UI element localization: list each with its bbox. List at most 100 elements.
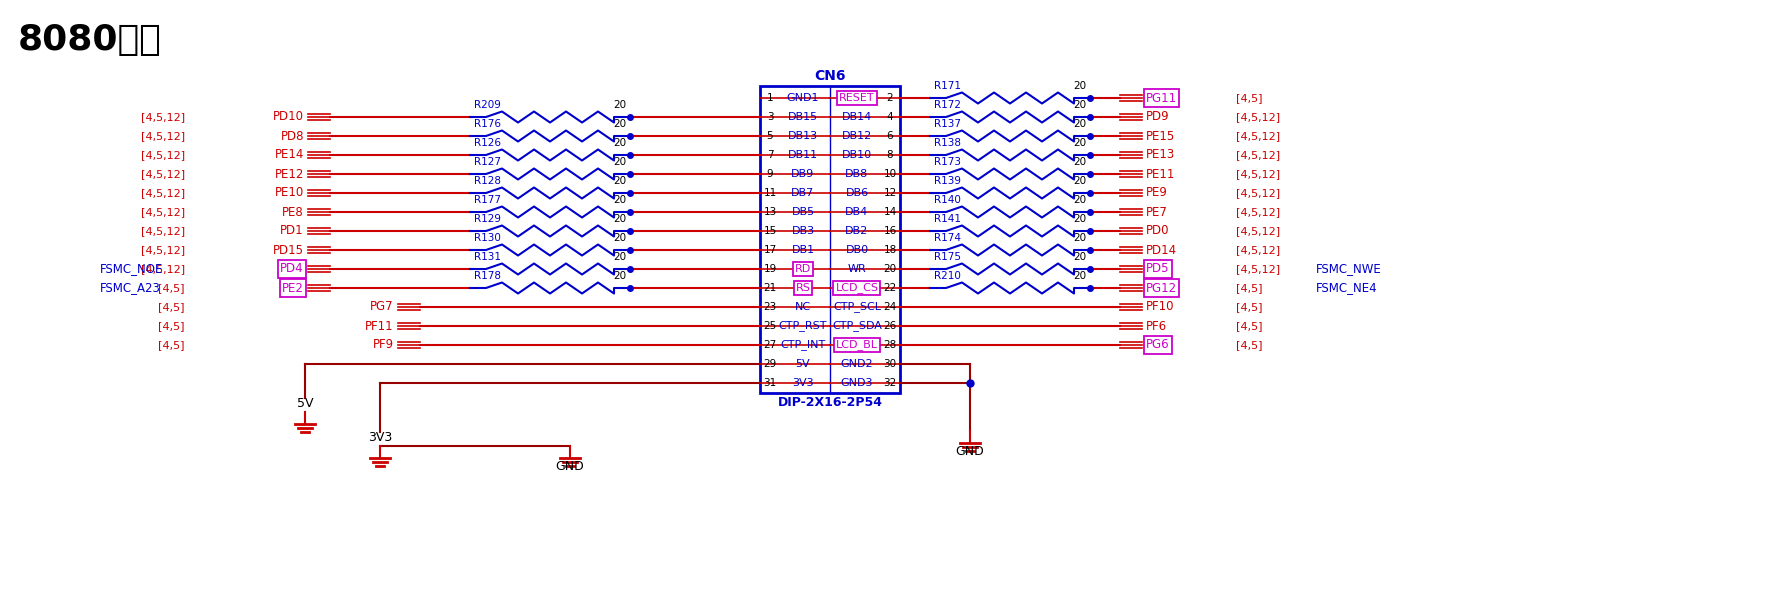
Text: PD8: PD8 [280, 130, 305, 142]
Text: CN6: CN6 [815, 69, 847, 83]
Text: 20: 20 [1073, 214, 1086, 224]
Text: DIP-2X16-2P54: DIP-2X16-2P54 [777, 396, 882, 409]
Text: 20: 20 [613, 119, 625, 129]
Text: 22: 22 [884, 283, 896, 293]
Text: R127: R127 [475, 157, 501, 167]
Text: PG12: PG12 [1146, 282, 1178, 294]
Text: DB6: DB6 [845, 188, 868, 198]
Text: CTP_INT: CTP_INT [781, 339, 825, 350]
Text: R131: R131 [475, 252, 501, 262]
Text: 6: 6 [887, 131, 893, 141]
Text: [4,5,12]: [4,5,12] [142, 112, 184, 122]
Text: [4,5,12]: [4,5,12] [1236, 169, 1280, 179]
Text: PE14: PE14 [275, 148, 305, 162]
Text: R139: R139 [933, 176, 962, 186]
Text: R137: R137 [933, 119, 962, 129]
Text: PD1: PD1 [280, 224, 305, 238]
Text: [4,5,12]: [4,5,12] [1236, 150, 1280, 160]
Text: PE15: PE15 [1146, 130, 1176, 142]
Text: DB15: DB15 [788, 112, 818, 122]
Text: 9: 9 [767, 169, 774, 179]
Text: 24: 24 [884, 302, 896, 312]
Text: 4: 4 [887, 112, 893, 122]
Text: LCD_CS: LCD_CS [836, 283, 878, 294]
Text: 20: 20 [613, 252, 625, 262]
Text: FSMC_A23: FSMC_A23 [99, 282, 161, 294]
Text: 28: 28 [884, 340, 896, 350]
Text: 8: 8 [887, 150, 893, 160]
Text: 21: 21 [763, 283, 777, 293]
Text: [4,5,12]: [4,5,12] [1236, 226, 1280, 236]
Text: 17: 17 [763, 245, 777, 255]
Text: 20: 20 [613, 176, 625, 186]
Text: PD15: PD15 [273, 243, 305, 257]
Text: R177: R177 [475, 195, 501, 205]
Text: GND: GND [956, 445, 985, 458]
Text: GND2: GND2 [841, 359, 873, 369]
Text: GND3: GND3 [841, 378, 873, 388]
Text: 20: 20 [613, 271, 625, 281]
Text: [4,5,12]: [4,5,12] [142, 150, 184, 160]
Text: 8080模式: 8080模式 [18, 23, 161, 57]
Text: 5V: 5V [795, 359, 811, 369]
Text: PE9: PE9 [1146, 187, 1167, 199]
Text: DB13: DB13 [788, 131, 818, 141]
Text: R174: R174 [933, 233, 962, 243]
Text: PE13: PE13 [1146, 148, 1176, 162]
Text: R210: R210 [933, 271, 962, 281]
Text: PD9: PD9 [1146, 111, 1169, 123]
Text: 20: 20 [1073, 176, 1086, 186]
Text: PF11: PF11 [365, 319, 393, 333]
Text: RESET: RESET [839, 93, 875, 103]
Text: DB12: DB12 [841, 131, 871, 141]
Text: 29: 29 [763, 359, 777, 369]
Text: R129: R129 [475, 214, 501, 224]
Text: RD: RD [795, 264, 811, 274]
Text: 5: 5 [767, 131, 774, 141]
Text: PE11: PE11 [1146, 167, 1176, 181]
Text: 20: 20 [1073, 195, 1086, 205]
Text: 20: 20 [1073, 252, 1086, 262]
Text: PD10: PD10 [273, 111, 305, 123]
Text: 20: 20 [1073, 138, 1086, 148]
Text: 20: 20 [613, 233, 625, 243]
Text: DB5: DB5 [792, 207, 815, 217]
Text: PD0: PD0 [1146, 224, 1169, 238]
Text: CTP_SCL: CTP_SCL [832, 302, 880, 313]
Text: 20: 20 [1073, 119, 1086, 129]
Text: PD4: PD4 [280, 263, 305, 275]
Text: DB3: DB3 [792, 226, 815, 236]
Text: 11: 11 [763, 188, 777, 198]
Text: DB9: DB9 [792, 169, 815, 179]
Text: 3: 3 [767, 112, 774, 122]
Text: [4,5,12]: [4,5,12] [142, 131, 184, 141]
Text: [4,5]: [4,5] [1236, 340, 1263, 350]
Text: PF10: PF10 [1146, 300, 1174, 314]
Text: [4,5]: [4,5] [1236, 321, 1263, 331]
Text: FSMC_NWE: FSMC_NWE [1316, 263, 1381, 275]
Text: R171: R171 [933, 81, 962, 91]
Text: 5V: 5V [298, 397, 313, 410]
Text: [4,5]: [4,5] [1236, 302, 1263, 312]
Text: [4,5]: [4,5] [158, 283, 184, 293]
Text: R178: R178 [475, 271, 501, 281]
Text: 20: 20 [1073, 100, 1086, 110]
Text: PE10: PE10 [275, 187, 305, 199]
Text: NC: NC [795, 302, 811, 312]
Text: [4,5]: [4,5] [158, 302, 184, 312]
Text: 27: 27 [763, 340, 777, 350]
Text: PD14: PD14 [1146, 243, 1178, 257]
Text: [4,5,12]: [4,5,12] [1236, 188, 1280, 198]
Text: R175: R175 [933, 252, 962, 262]
Text: LCD_BL: LCD_BL [836, 339, 878, 350]
Text: 20: 20 [1073, 271, 1086, 281]
Text: 20: 20 [1073, 81, 1086, 91]
Text: 3V3: 3V3 [792, 378, 815, 388]
Text: 10: 10 [884, 169, 896, 179]
Text: FSMC_NOE: FSMC_NOE [99, 263, 163, 275]
Text: PG7: PG7 [370, 300, 393, 314]
Text: 14: 14 [884, 207, 896, 217]
Text: 20: 20 [1073, 157, 1086, 167]
Text: R128: R128 [475, 176, 501, 186]
Text: 3V3: 3V3 [368, 431, 391, 444]
